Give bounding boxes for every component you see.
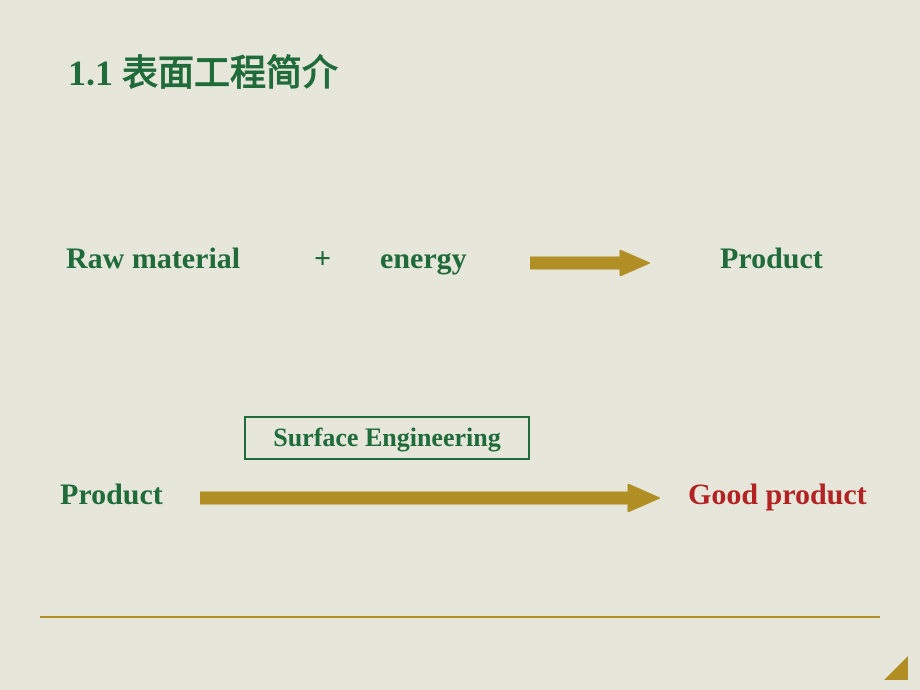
product-text-top: Product bbox=[720, 242, 823, 276]
raw-material-text: Raw material bbox=[66, 242, 240, 276]
energy-text: energy bbox=[380, 242, 467, 276]
plus-sign: + bbox=[314, 242, 331, 276]
good-product-text: Good product bbox=[688, 478, 867, 512]
arrow-to-good-product bbox=[200, 484, 660, 517]
surface-engineering-box: Surface Engineering bbox=[244, 416, 530, 460]
arrow-to-product bbox=[530, 250, 650, 281]
surface-engineering-label: Surface Engineering bbox=[273, 423, 501, 453]
slide: 1.1 表面工程简介 Raw material + energy Product… bbox=[0, 0, 920, 690]
slide-title: 1.1 表面工程简介 bbox=[68, 44, 338, 96]
corner-fold-icon bbox=[884, 656, 908, 680]
bottom-rule bbox=[40, 616, 880, 618]
product-text-left: Product bbox=[60, 478, 163, 512]
